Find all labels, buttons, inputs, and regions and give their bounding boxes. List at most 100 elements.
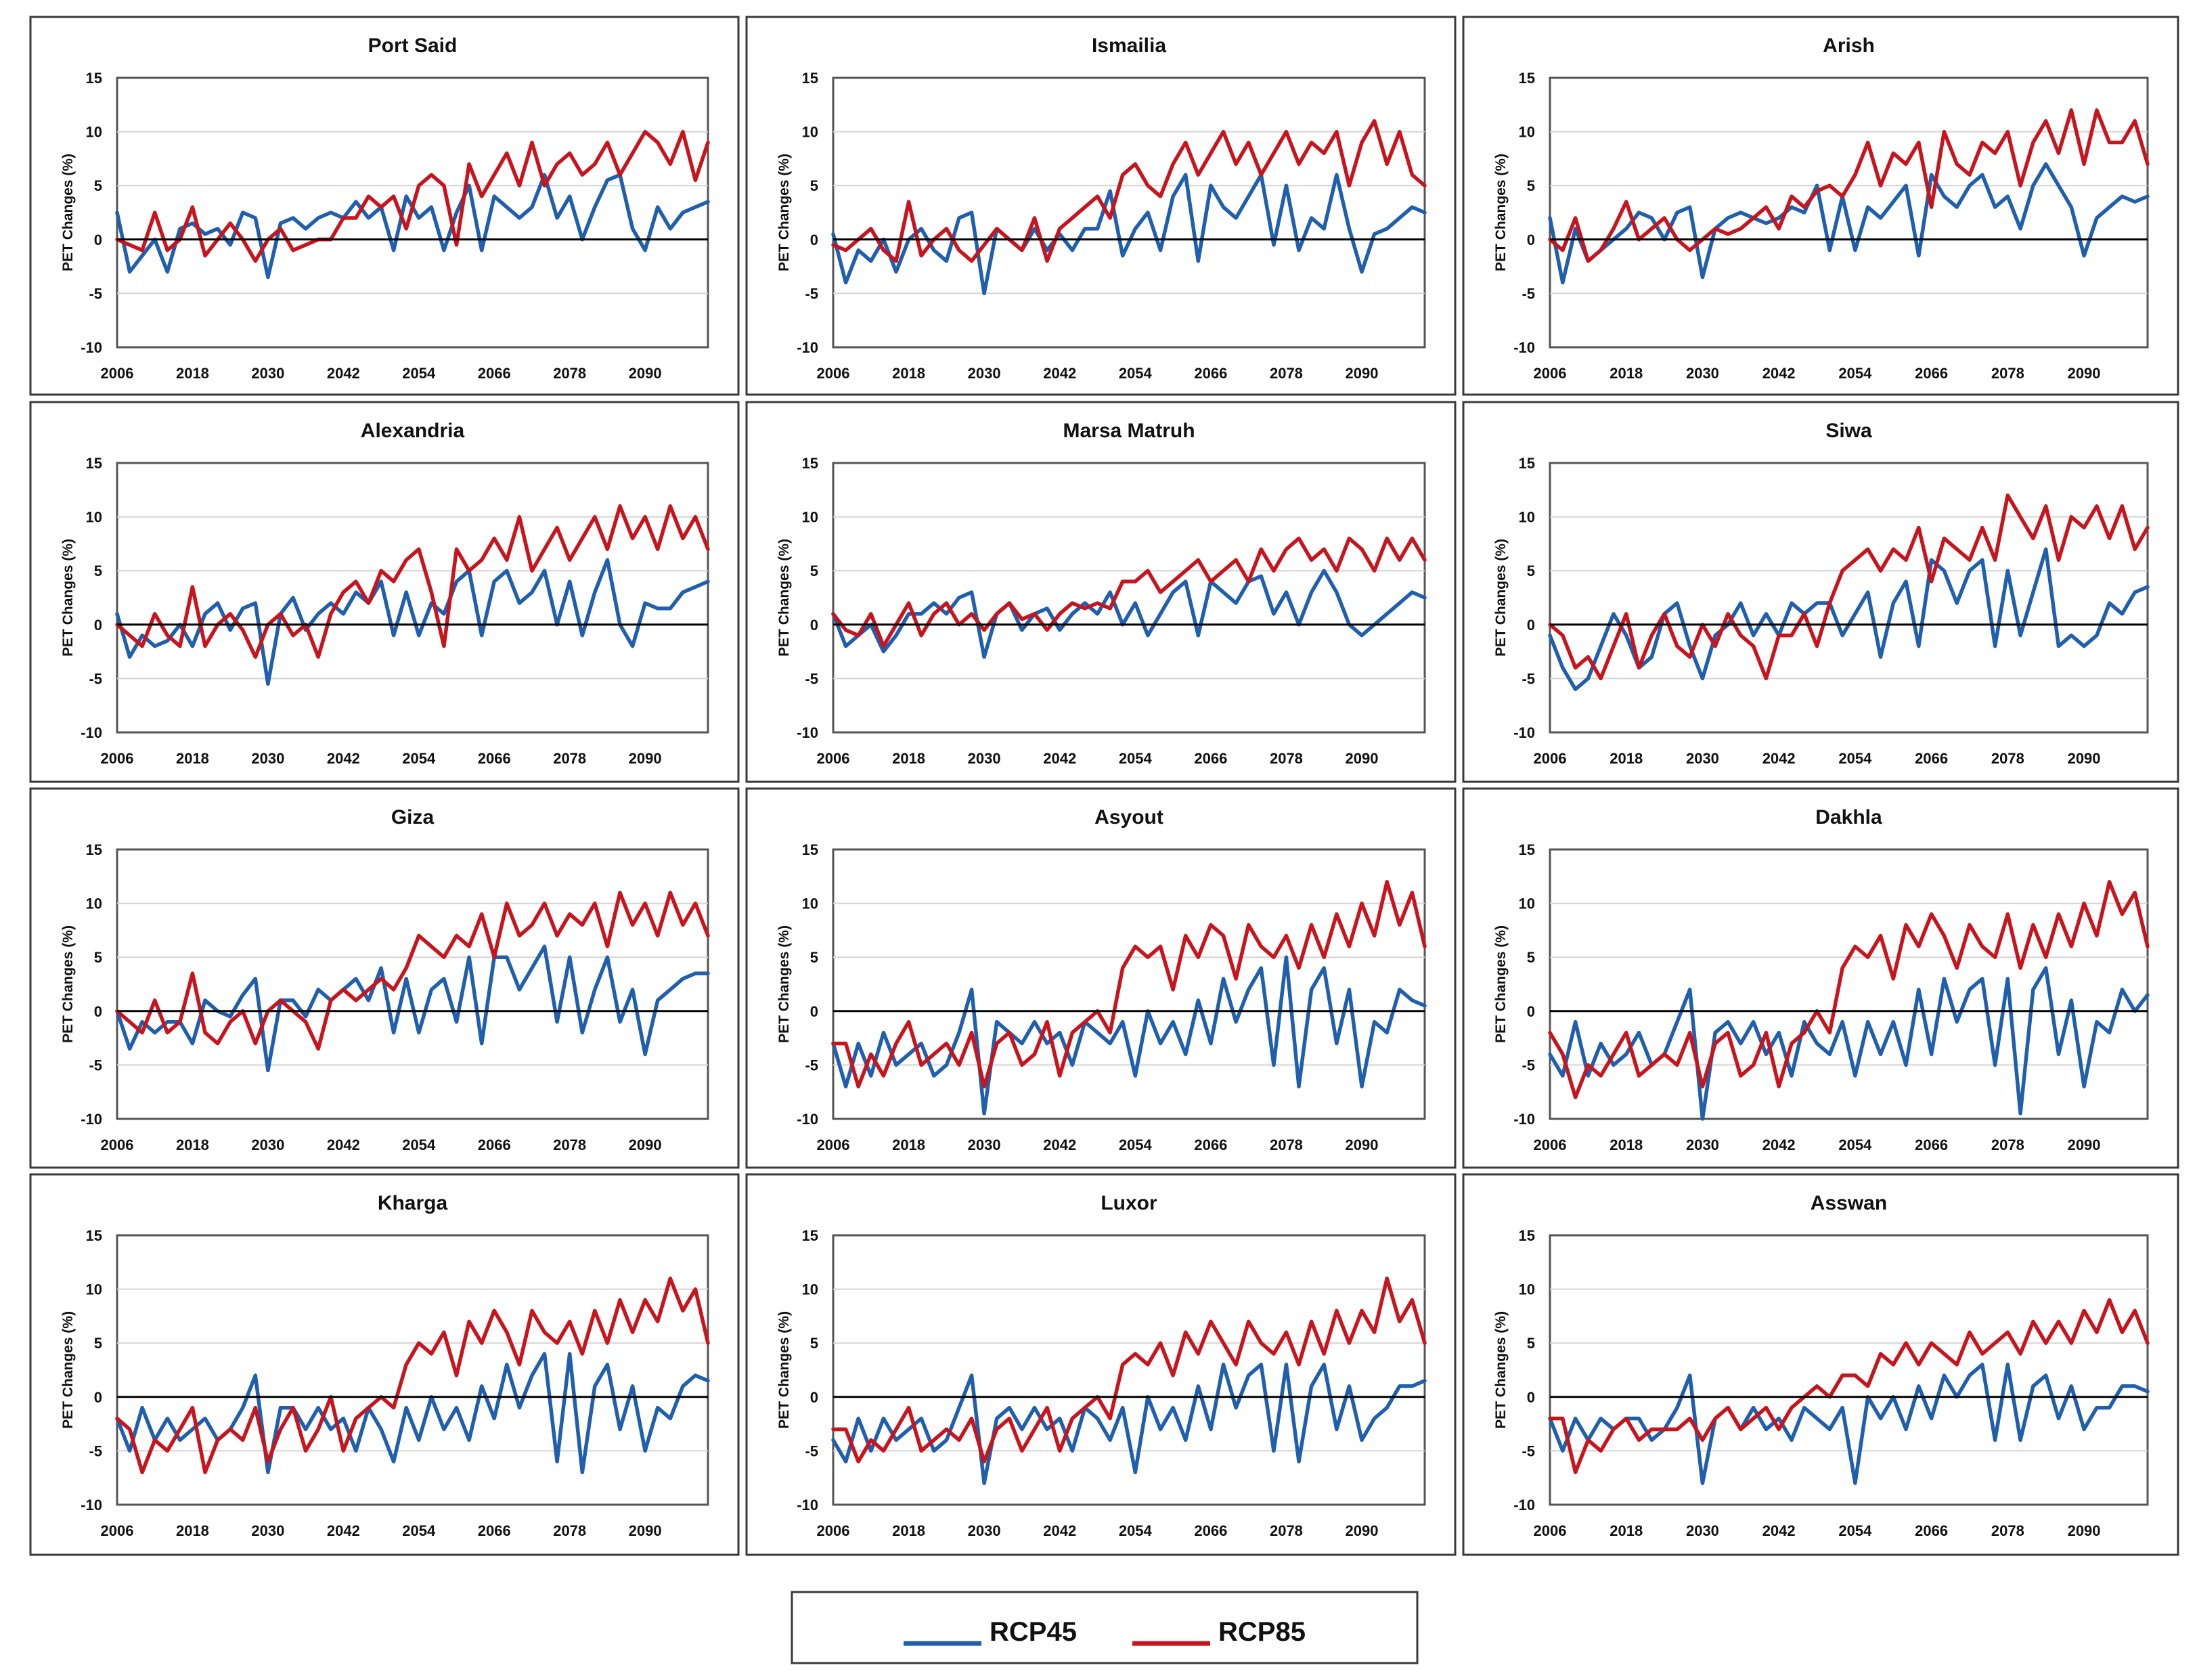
panel-title: Port Said — [368, 35, 458, 57]
y-tick-label: 0 — [810, 231, 818, 248]
y-tick-label: 10 — [1519, 124, 1535, 141]
series-line-rcp85 — [831, 118, 1427, 263]
x-tick-label: 2054 — [402, 1522, 436, 1539]
y-tick-label: 15 — [86, 70, 102, 87]
y-tick-label: 0 — [94, 1003, 102, 1020]
y-axis-label: PET Changes (%) — [1493, 154, 1509, 271]
series-line-rcp85 — [115, 504, 710, 659]
y-tick-label: 0 — [1527, 1389, 1535, 1406]
x-tick-label: 2078 — [553, 750, 586, 767]
x-tick-label: 2066 — [478, 1136, 511, 1153]
series-line-rcp45 — [831, 955, 1427, 1115]
x-tick-label: 2078 — [1270, 1136, 1303, 1153]
panel-dakhla: Dakhla 15 10 5 0 -5 -10 PET Changes (%) 2006 2018… — [1462, 787, 2179, 1169]
plot-area — [116, 462, 709, 734]
y-tick-label: 10 — [86, 124, 102, 141]
y-tick-label: 10 — [802, 509, 818, 526]
panel-alexandria: Alexandria 15 10 5 0 -5 -10 PET Changes (%) 2006… — [29, 401, 740, 783]
y-tick-label: -10 — [1513, 339, 1535, 356]
panel-title: Luxor — [1101, 1192, 1157, 1214]
plot-area — [116, 848, 709, 1120]
x-tick-label: 2090 — [2068, 365, 2101, 382]
series-line-rcp45 — [1548, 966, 2150, 1121]
x-tick-label: 2030 — [968, 365, 1001, 382]
x-tick-label: 2030 — [968, 1136, 1001, 1153]
y-axis-label: PET Changes (%) — [776, 925, 792, 1043]
x-tick-label: 2054 — [1838, 1136, 1872, 1153]
panel-title: Siwa — [1825, 420, 1872, 442]
y-tick-label: 0 — [810, 1003, 818, 1020]
series-line-rcp45 — [831, 173, 1427, 296]
plot-area — [1549, 462, 2149, 734]
y-tick-label: 10 — [802, 124, 818, 141]
y-tick-label: 0 — [810, 1389, 818, 1406]
series-line-rcp85 — [115, 1276, 710, 1474]
panel-title: Arish — [1823, 35, 1875, 57]
x-tick-label: 2030 — [1686, 750, 1719, 767]
x-tick-label: 2030 — [968, 750, 1001, 767]
x-tick-label: 2090 — [629, 750, 662, 767]
series-line-rcp85 — [831, 1276, 1427, 1464]
x-tick-label: 2078 — [1991, 1522, 2024, 1539]
x-tick-label: 2066 — [1915, 365, 1948, 382]
series-line-rcp85 — [115, 129, 710, 263]
x-tick-label: 2006 — [1534, 1522, 1567, 1539]
x-tick-label: 2066 — [478, 750, 511, 767]
y-tick-label: 10 — [86, 896, 102, 912]
x-tick-label: 2030 — [1686, 1136, 1719, 1153]
y-tick-label: -5 — [89, 1442, 102, 1459]
panel-siwa: Siwa 15 10 5 0 -5 -10 PET Changes (%) 2006 2018 20… — [1462, 401, 2179, 783]
series-line-rcp85 — [1548, 1298, 2150, 1474]
series-line-rcp45 — [115, 558, 710, 686]
x-tick-label: 2018 — [1610, 750, 1643, 767]
x-tick-label: 2066 — [1194, 1136, 1227, 1153]
y-axis-label: PET Changes (%) — [776, 539, 792, 657]
x-tick-label: 2078 — [1270, 750, 1303, 767]
y-tick-label: -10 — [797, 1497, 818, 1513]
x-tick-label: 2018 — [1610, 1136, 1643, 1153]
y-axis-label: PET Changes (%) — [1493, 539, 1509, 657]
x-tick-label: 2030 — [1686, 1522, 1719, 1539]
x-tick-label: 2030 — [251, 750, 284, 767]
panel-asyout: Asyout 15 10 5 0 -5 -10 PET Changes (%) 2006 2018… — [745, 787, 1457, 1169]
x-tick-label: 2042 — [327, 1136, 360, 1153]
y-tick-label: -5 — [89, 1057, 102, 1074]
x-tick-label: 2042 — [327, 750, 360, 767]
x-tick-label: 2030 — [1686, 365, 1719, 382]
plot-area — [832, 1234, 1426, 1506]
x-tick-label: 2054 — [402, 750, 436, 767]
y-tick-label: 5 — [94, 177, 102, 194]
panel-title: Ismailia — [1092, 35, 1166, 57]
y-tick-label: -10 — [1513, 1497, 1535, 1513]
y-axis-label: PET Changes (%) — [60, 925, 76, 1043]
x-tick-label: 2018 — [892, 365, 925, 382]
x-tick-label: 2090 — [629, 1522, 662, 1539]
x-tick-label: 2006 — [101, 1136, 134, 1153]
legend-label-rcp85: RCP85 — [1218, 1617, 1306, 1647]
x-tick-label: 2090 — [1346, 750, 1379, 767]
x-tick-label: 2066 — [1194, 1522, 1227, 1539]
y-tick-label: 0 — [94, 1389, 102, 1406]
y-tick-label: 10 — [86, 1281, 102, 1298]
panel-grid: Port Said 15 10 5 0 -5 -10 PET Changes (%) 2006 2… — [29, 16, 2179, 1556]
x-tick-label: 2054 — [1838, 365, 1872, 382]
plot-area — [1549, 848, 2149, 1120]
y-axis-label: PET Changes (%) — [60, 154, 76, 271]
y-tick-label: 10 — [802, 1281, 818, 1298]
x-tick-label: 2042 — [1043, 750, 1076, 767]
y-tick-label: 0 — [810, 617, 818, 634]
plot-area — [1549, 1234, 2149, 1506]
x-tick-label: 2018 — [176, 1522, 209, 1539]
x-tick-label: 2054 — [402, 365, 436, 382]
y-tick-label: -5 — [805, 1057, 818, 1074]
plot-area — [832, 848, 1426, 1120]
x-tick-label: 2006 — [101, 365, 134, 382]
panel-title: Asswan — [1811, 1192, 1887, 1214]
y-axis-label: PET Changes (%) — [60, 539, 76, 657]
y-tick-label: 15 — [86, 455, 102, 472]
legend-label-rcp45: RCP45 — [990, 1617, 1077, 1647]
y-tick-label: 5 — [810, 562, 818, 579]
x-tick-label: 2042 — [327, 365, 360, 382]
x-tick-label: 2090 — [629, 365, 662, 382]
series-line-rcp85 — [115, 890, 710, 1051]
